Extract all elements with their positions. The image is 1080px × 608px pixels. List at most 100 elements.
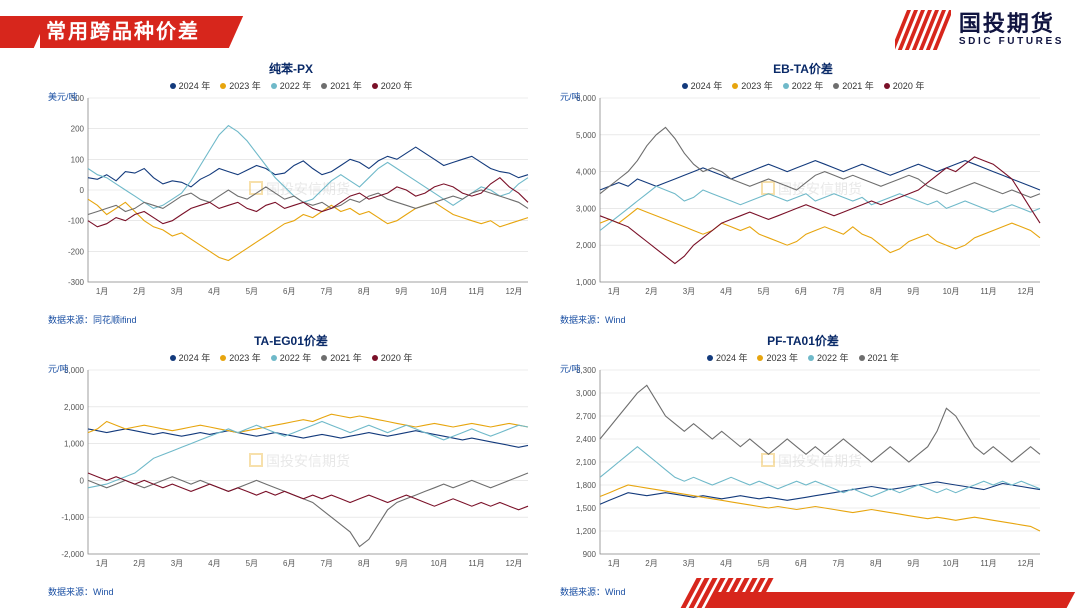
svg-text:1,000: 1,000 — [64, 440, 85, 449]
legend-item: 2023 年 — [732, 79, 773, 92]
chart-legend: 2024 年 2023 年 2022 年 2021 年 — [560, 351, 1046, 364]
svg-text:6月: 6月 — [795, 287, 807, 296]
logo-text: 国投期货 SDIC FUTURES — [959, 13, 1064, 47]
watermark: 国投安信期货 — [266, 181, 350, 197]
watermark: 国投安信期货 — [778, 453, 862, 469]
svg-text:1月: 1月 — [608, 287, 620, 296]
legend-label: 2021 年 — [868, 351, 900, 364]
svg-text:8月: 8月 — [358, 559, 370, 568]
legend-label: 2022 年 — [792, 79, 824, 92]
svg-text:10月: 10月 — [431, 287, 448, 296]
svg-text:2月: 2月 — [645, 559, 657, 568]
svg-text:11月: 11月 — [980, 287, 996, 296]
legend-item: 2024 年 — [170, 79, 211, 92]
svg-text:2,100: 2,100 — [576, 458, 597, 467]
logo-cn: 国投期货 — [959, 13, 1064, 35]
legend-label: 2021 年 — [842, 79, 874, 92]
svg-text:12月: 12月 — [1018, 287, 1035, 296]
legend-label: 2024 年 — [179, 351, 211, 364]
watermark: 国投安信期货 — [266, 453, 350, 469]
series-2020 — [88, 473, 528, 510]
legend-dot-icon — [884, 83, 890, 89]
svg-text:9月: 9月 — [395, 559, 407, 568]
svg-text:1月: 1月 — [608, 559, 620, 568]
series-2024 — [88, 429, 528, 447]
svg-text:9月: 9月 — [395, 287, 407, 296]
legend-dot-icon — [220, 83, 226, 89]
y-axis-label: 元/吨 — [48, 362, 69, 375]
svg-text:12月: 12月 — [506, 559, 523, 568]
svg-text:6月: 6月 — [283, 287, 295, 296]
legend-item: 2022 年 — [808, 351, 849, 364]
legend-label: 2020 年 — [381, 351, 413, 364]
legend-item: 2023 年 — [757, 351, 798, 364]
legend-dot-icon — [783, 83, 789, 89]
legend-label: 2023 年 — [229, 351, 261, 364]
legend-item: 2024 年 — [707, 351, 748, 364]
page: 常用跨品种价差 国投期货 SDIC FUTURES 纯苯-PX2024 年202… — [0, 0, 1080, 608]
legend-dot-icon — [321, 355, 327, 361]
svg-text:2,400: 2,400 — [576, 435, 597, 444]
svg-text:5月: 5月 — [758, 287, 770, 296]
svg-text:2月: 2月 — [645, 287, 657, 296]
svg-text:8月: 8月 — [870, 287, 882, 296]
legend-label: 2022 年 — [280, 351, 312, 364]
legend-label: 2023 年 — [229, 79, 261, 92]
legend-item: 2022 年 — [271, 351, 312, 364]
footer-stripes-icon — [660, 564, 1080, 608]
chart-source: 数据来源：Wind — [48, 585, 534, 598]
legend-dot-icon — [732, 83, 738, 89]
legend-dot-icon — [372, 83, 378, 89]
legend-item: 2024 年 — [170, 351, 211, 364]
chart-legend: 2024 年2023 年2022 年2021 年2020 年 — [48, 79, 534, 92]
legend-dot-icon — [170, 355, 176, 361]
chart-grid: 纯苯-PX2024 年2023 年2022 年2021 年2020 年美元/吨-… — [48, 60, 1046, 598]
svg-text:2,700: 2,700 — [576, 412, 597, 421]
svg-text:5月: 5月 — [246, 287, 258, 296]
svg-text:900: 900 — [583, 550, 597, 559]
legend-dot-icon — [271, 83, 277, 89]
series-2023 — [600, 208, 1040, 252]
y-axis-label: 元/吨 — [560, 362, 581, 375]
svg-text:10月: 10月 — [943, 287, 960, 296]
chart-panel-px: 纯苯-PX2024 年2023 年2022 年2021 年2020 年美元/吨-… — [48, 60, 534, 326]
svg-text:11月: 11月 — [468, 287, 484, 296]
legend-dot-icon — [271, 355, 277, 361]
y-axis-label: 元/吨 — [560, 90, 581, 103]
chart-source: 数据来源：同花顺ifind — [48, 313, 534, 326]
legend-label: 2024 年 — [716, 351, 748, 364]
legend-label: 2023 年 — [741, 79, 773, 92]
svg-text:0: 0 — [80, 186, 85, 195]
svg-text:4月: 4月 — [720, 287, 732, 296]
chart-plot: 1,0002,0003,0004,0005,0006,0001月2月3月4月5月… — [560, 92, 1046, 312]
svg-text:7月: 7月 — [320, 287, 332, 296]
svg-text:1,200: 1,200 — [576, 527, 597, 536]
svg-text:1月: 1月 — [96, 559, 108, 568]
svg-text:-100: -100 — [68, 217, 85, 226]
legend-dot-icon — [682, 83, 688, 89]
chart-legend: 2024 年 2023 年 2022 年 2021 年 2020 年 — [48, 351, 534, 364]
svg-text:10月: 10月 — [431, 559, 448, 568]
svg-text:3月: 3月 — [171, 559, 183, 568]
svg-text:2,000: 2,000 — [64, 403, 85, 412]
legend-label: 2022 年 — [280, 79, 312, 92]
legend-dot-icon — [170, 83, 176, 89]
chart-title: TA-EG01价差 — [48, 332, 534, 349]
legend-label: 2020 年 — [381, 79, 413, 92]
legend-item: 2021 年 — [833, 79, 874, 92]
svg-text:200: 200 — [71, 125, 85, 134]
svg-text:1,800: 1,800 — [576, 481, 597, 490]
series-2021 — [600, 385, 1040, 462]
chart-plot: 9001,2001,5001,8002,1002,4002,7003,0003,… — [560, 364, 1046, 584]
legend-item: 2021 年 — [321, 351, 362, 364]
chart-title: 纯苯-PX — [48, 60, 534, 77]
chart-panel-taeg: TA-EG01价差 2024 年 2023 年 2022 年 2021 年 2020 年元… — [48, 332, 534, 598]
legend-item: 2023 年 — [220, 351, 261, 364]
chart-title: PF-TA01价差 — [560, 332, 1046, 349]
legend-dot-icon — [859, 355, 865, 361]
page-title: 常用跨品种价差 — [40, 16, 228, 48]
svg-text:3月: 3月 — [683, 287, 695, 296]
svg-text:2月: 2月 — [133, 287, 145, 296]
svg-text:12月: 12月 — [506, 287, 523, 296]
svg-text:7月: 7月 — [832, 287, 844, 296]
